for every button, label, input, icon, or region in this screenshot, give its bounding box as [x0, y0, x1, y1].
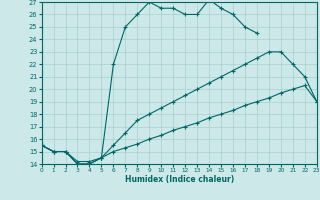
X-axis label: Humidex (Indice chaleur): Humidex (Indice chaleur) [124, 175, 234, 184]
